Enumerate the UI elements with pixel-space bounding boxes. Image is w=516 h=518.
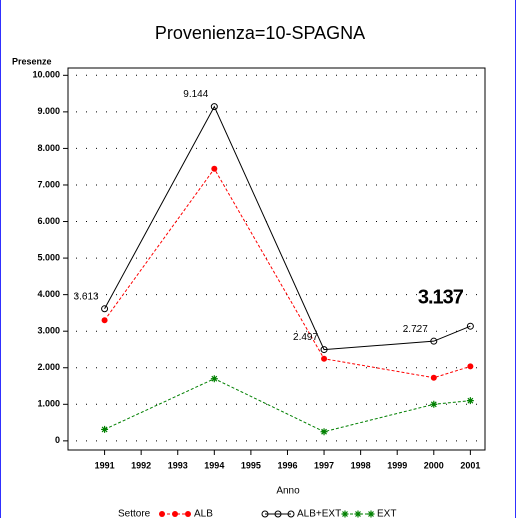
y-tick-label: 3.000	[37, 326, 60, 336]
legend-label: EXT	[377, 509, 396, 518]
series-line	[104, 105, 471, 351]
point	[101, 317, 108, 324]
legend-marker	[172, 511, 178, 517]
data-label: 9.144	[183, 89, 208, 100]
point	[466, 322, 474, 330]
point	[320, 346, 328, 354]
x-tick-label: 1995	[241, 460, 261, 470]
point	[430, 337, 438, 345]
point	[210, 375, 218, 383]
point	[466, 397, 474, 405]
point	[210, 103, 218, 111]
y-tick-label: 0	[55, 435, 60, 445]
point	[211, 165, 218, 172]
data-label: 3.613	[74, 291, 99, 302]
plot-frame	[67, 67, 486, 451]
legend-title: Settore	[118, 509, 151, 518]
data-label: 3.137	[418, 286, 464, 308]
x-tick-label: 1998	[351, 460, 371, 470]
point	[430, 374, 437, 381]
y-tick-label: 5.000	[37, 252, 60, 262]
y-tick-label: 6.000	[37, 216, 60, 226]
point	[430, 400, 438, 408]
point	[101, 425, 109, 433]
legend-label: ALB	[194, 509, 213, 518]
chart-title: Provenienza=10-SPAGNA	[155, 23, 365, 43]
x-tick-label: 1992	[131, 460, 151, 470]
data-label: 2.497	[293, 332, 318, 343]
point	[321, 355, 328, 362]
y-axis-label: Presenze	[12, 56, 52, 66]
legend-marker	[341, 510, 349, 518]
point	[467, 363, 474, 370]
legend-marker	[287, 510, 295, 518]
y-tick-label: 10.000	[32, 70, 60, 80]
data-label: 2.727	[403, 324, 428, 335]
x-tick-label: 1999	[387, 460, 407, 470]
point	[320, 428, 328, 436]
x-tick-label: 1997	[314, 460, 334, 470]
legend-marker	[185, 511, 191, 517]
series-line	[104, 378, 471, 433]
y-tick-label: 1.000	[37, 399, 60, 409]
legend-marker	[367, 510, 375, 518]
x-tick-label: 1994	[204, 460, 224, 470]
legend-marker	[159, 511, 165, 517]
series-line	[104, 167, 471, 379]
y-tick-label: 2.000	[37, 362, 60, 372]
legend-label: ALB+EXT	[297, 509, 341, 518]
y-tick-label: 4.000	[37, 289, 60, 299]
y-tick-label: 8.000	[37, 143, 60, 153]
point	[101, 305, 109, 313]
x-tick-label: 1991	[95, 460, 115, 470]
legend-marker	[261, 510, 269, 518]
legend-marker	[354, 510, 362, 518]
x-axis-label: Anno	[276, 486, 300, 497]
x-tick-label: 2000	[424, 460, 444, 470]
x-tick-label: 1996	[277, 460, 297, 470]
x-tick-label: 1993	[168, 460, 188, 470]
x-tick-label: 2001	[460, 460, 480, 470]
y-tick-label: 7.000	[37, 179, 60, 189]
y-tick-label: 9.000	[37, 106, 60, 116]
legend-marker	[274, 510, 282, 518]
